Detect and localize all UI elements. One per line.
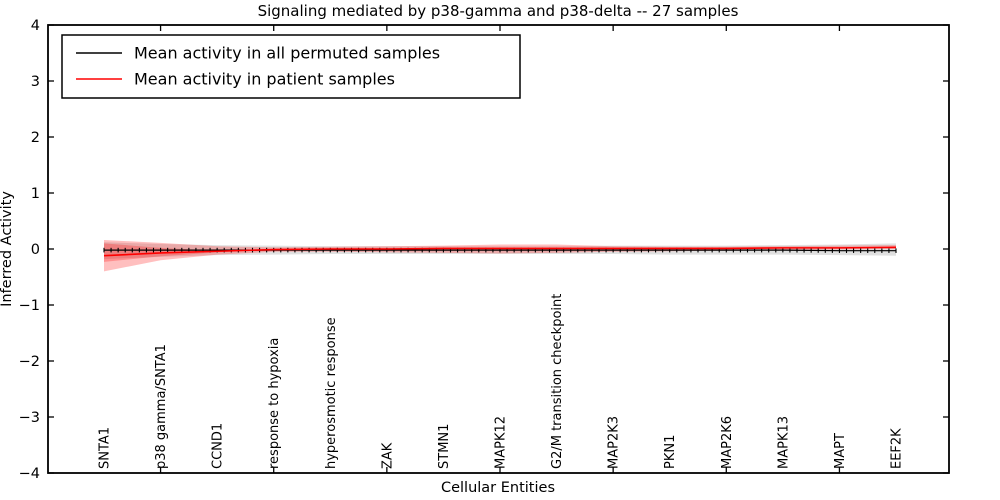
y-tick-label: 0 — [31, 242, 40, 258]
y-tick-label: −2 — [19, 354, 40, 370]
x-category-label: SNTA1 — [98, 427, 113, 469]
x-category-label: hyperosmotic response — [324, 317, 339, 469]
x-category-label: EEF2K — [890, 428, 905, 469]
y-tick-label: −4 — [19, 466, 40, 482]
x-category-label: MAPK12 — [494, 416, 509, 469]
legend-label: Mean activity in patient samples — [134, 70, 395, 89]
x-category-label: response to hypoxia — [267, 338, 282, 469]
chart-title: Signaling mediated by p38-gamma and p38-… — [258, 2, 739, 20]
x-category-label: G2/M transition checkpoint — [550, 294, 565, 469]
legend-box — [61, 34, 521, 99]
x-category-label: MAPT — [833, 433, 848, 469]
x-category-label: ZAK — [380, 442, 395, 469]
x-category-label: PKN1 — [663, 435, 678, 469]
x-category-label: MAP2K6 — [720, 416, 735, 469]
x-category-label: p38 gamma/SNTA1 — [154, 344, 169, 469]
y-tick-label: −1 — [19, 298, 40, 314]
plot-dynamic-layer: 4 3 2 1 0 −1 −2 −3 −4 SNTA1 p38 gamma/SNTA1 CCND1 re… — [19, 18, 950, 482]
y-tick-label: 1 — [31, 186, 40, 202]
patient-confidence-band — [104, 240, 896, 272]
x-axis-label: Cellular Entities — [441, 480, 555, 496]
x-category-label: CCND1 — [211, 423, 226, 469]
y-axis-label: Inferred Activity — [0, 191, 15, 307]
patient-mean-line — [103, 246, 897, 257]
x-category-label: MAP2K3 — [607, 416, 622, 469]
x-category-label: MAPK13 — [776, 416, 791, 469]
y-tick-label: 4 — [31, 18, 40, 34]
legend-label: Mean activity in all permuted samples — [134, 44, 440, 63]
x-category-label: STMN1 — [437, 424, 452, 469]
y-tick-label: 3 — [31, 74, 40, 90]
y-tick-label: 2 — [31, 130, 40, 146]
y-tick-label: −3 — [19, 410, 40, 426]
